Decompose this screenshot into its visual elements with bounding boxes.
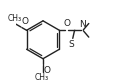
Text: N: N [79,20,86,29]
Text: O: O [63,19,70,28]
Text: S: S [69,40,74,49]
Text: CH₃: CH₃ [8,14,22,23]
Text: O: O [22,17,29,26]
Text: O: O [43,66,50,75]
Text: CH₃: CH₃ [35,73,49,82]
